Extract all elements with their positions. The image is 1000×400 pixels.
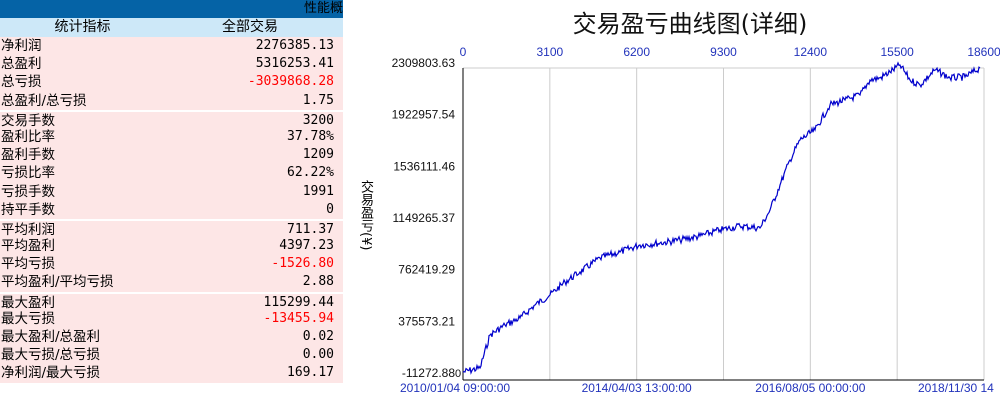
table-row: 最大盈利/总盈利 0.02 bbox=[0, 328, 343, 347]
x-tick-label: 12400 bbox=[794, 45, 828, 59]
table-row: 盈利手数 1209 bbox=[0, 146, 343, 165]
chart-title: 交易盈亏曲线图(详细) bbox=[572, 10, 808, 38]
y-tick-label: 1536111.46 bbox=[393, 159, 455, 173]
x-tick-label: 15500 bbox=[880, 45, 914, 59]
y-tick-label: 1922957.54 bbox=[392, 108, 456, 122]
table-row: 盈利比率 37.78% bbox=[0, 127, 343, 147]
metric-name: 最大盈利 bbox=[1, 294, 55, 311]
metric-name: 盈利比率 bbox=[1, 128, 55, 145]
metric-value: 37.78% bbox=[287, 128, 334, 144]
metric-value: -13455.94 bbox=[263, 310, 334, 326]
table-row: 总亏损 -3039868.28 bbox=[0, 73, 343, 92]
metric-value: 2.88 bbox=[302, 274, 334, 290]
metric-name: 平均利润 bbox=[1, 221, 55, 238]
x-tick-label: 6200 bbox=[623, 45, 650, 59]
metric-value: 3200 bbox=[302, 112, 334, 128]
metric-name: 平均盈利 bbox=[1, 238, 55, 255]
table-row: 平均利润 711.37 bbox=[0, 218, 343, 238]
table-row: 持平手数 0 bbox=[0, 200, 343, 219]
table-row: 交易手数 3200 bbox=[0, 109, 343, 129]
stats-table: 净利润 2276385.13 总盈利 5316253.41 总亏损 -3039868.28… bbox=[0, 37, 343, 383]
metric-name: 交易手数 bbox=[1, 112, 55, 129]
metric-value: 0 bbox=[326, 201, 334, 217]
y-tick-label: 1149265.37 bbox=[392, 211, 455, 225]
table-row: 净利润 2276385.13 bbox=[0, 37, 343, 56]
metric-name: 总亏损 bbox=[1, 74, 42, 91]
metric-value: 169.17 bbox=[287, 365, 334, 381]
metric-name: 最大亏损/总亏损 bbox=[1, 347, 101, 364]
metric-name: 净利润 bbox=[1, 38, 42, 54]
table-row: 最大亏损 -13455.94 bbox=[0, 309, 343, 328]
panel-title: 性能概 bbox=[303, 1, 343, 16]
metric-value: 0.00 bbox=[302, 347, 334, 363]
table-row: 平均亏损 -1526.80 bbox=[0, 255, 343, 274]
metric-value: 0.02 bbox=[302, 329, 334, 344]
table-row: 亏损比率 62.22% bbox=[0, 164, 343, 183]
x-bottom-label: 2014/04/03 13:00:00 bbox=[582, 381, 692, 395]
y-zero-label: 0 bbox=[455, 368, 461, 380]
x-bottom-label: 2018/11/30 14 bbox=[918, 381, 994, 395]
metric-value: 2276385.13 bbox=[255, 38, 334, 53]
table-row: 平均盈利 4397.23 bbox=[0, 237, 343, 256]
panel-title-bar: 性能概 bbox=[0, 0, 343, 18]
metric-name: 平均亏损 bbox=[1, 256, 55, 273]
x-bottom-label: 2010/01/04 09:00:00 bbox=[400, 381, 510, 395]
header-all-trades: 全部交易 bbox=[222, 19, 278, 35]
table-row: 亏损手数 1991 bbox=[0, 182, 343, 201]
metric-value: -3039868.28 bbox=[247, 74, 334, 90]
metric-name: 总盈利 bbox=[1, 56, 42, 73]
metric-name: 总盈利/总亏损 bbox=[1, 92, 87, 109]
metric-name: 最大盈利/总盈利 bbox=[1, 329, 101, 345]
metric-name: 持平手数 bbox=[1, 201, 55, 218]
metric-name: 净利润/最大亏损 bbox=[1, 365, 101, 382]
performance-panel: 性能概 统计指标 全部交易 净利润 2276385.13 总盈利 5316253.41… bbox=[0, 0, 343, 400]
x-tick-label: 0 bbox=[460, 45, 467, 59]
table-row: 最大盈利 115299.44 bbox=[0, 291, 343, 311]
x-bottom-label: 2016/08/05 00:00:00 bbox=[755, 381, 865, 395]
metric-name: 亏损比率 bbox=[1, 165, 55, 182]
y-tick-label: 762419.29 bbox=[398, 263, 455, 277]
metric-name: 最大亏损 bbox=[1, 310, 55, 327]
metric-value: 711.37 bbox=[287, 221, 334, 237]
x-tick-label: 3100 bbox=[536, 45, 563, 59]
y-tick-label: -11272.88 bbox=[402, 366, 455, 380]
metric-name: 平均盈利/平均亏损 bbox=[1, 274, 114, 291]
x-tick-label: 18600 bbox=[967, 45, 1000, 59]
metric-value: 62.22% bbox=[287, 165, 334, 181]
metric-value: 1.75 bbox=[302, 92, 334, 108]
table-row: 净利润/最大亏损 169.17 bbox=[0, 364, 343, 383]
y-tick-label: 375573.21 bbox=[398, 314, 455, 328]
table-row: 平均盈利/平均亏损 2.88 bbox=[0, 273, 343, 292]
table-header: 统计指标 全部交易 bbox=[0, 18, 343, 37]
table-row: 总盈利/总亏损 1.75 bbox=[0, 91, 343, 110]
metric-value: 5316253.41 bbox=[255, 56, 334, 72]
x-tick-label: 9300 bbox=[710, 45, 737, 59]
header-metric: 统计指标 bbox=[54, 19, 111, 35]
metric-value: 115299.44 bbox=[263, 294, 334, 310]
metric-value: -1526.80 bbox=[271, 256, 334, 272]
y-axis-label: 交易盈亏(¥) bbox=[358, 180, 373, 251]
table-row: 最大亏损/总亏损 0.00 bbox=[0, 346, 343, 365]
metric-name: 盈利手数 bbox=[1, 147, 55, 164]
metric-value: 4397.23 bbox=[279, 238, 334, 254]
table-row: 总盈利 5316253.41 bbox=[0, 55, 343, 74]
equity-curve-line bbox=[462, 61, 981, 375]
metric-value: 1991 bbox=[302, 183, 334, 199]
metric-value: 1209 bbox=[302, 147, 334, 163]
y-tick-label: 2309803.63 bbox=[392, 56, 456, 70]
metric-name: 亏损手数 bbox=[1, 183, 55, 200]
